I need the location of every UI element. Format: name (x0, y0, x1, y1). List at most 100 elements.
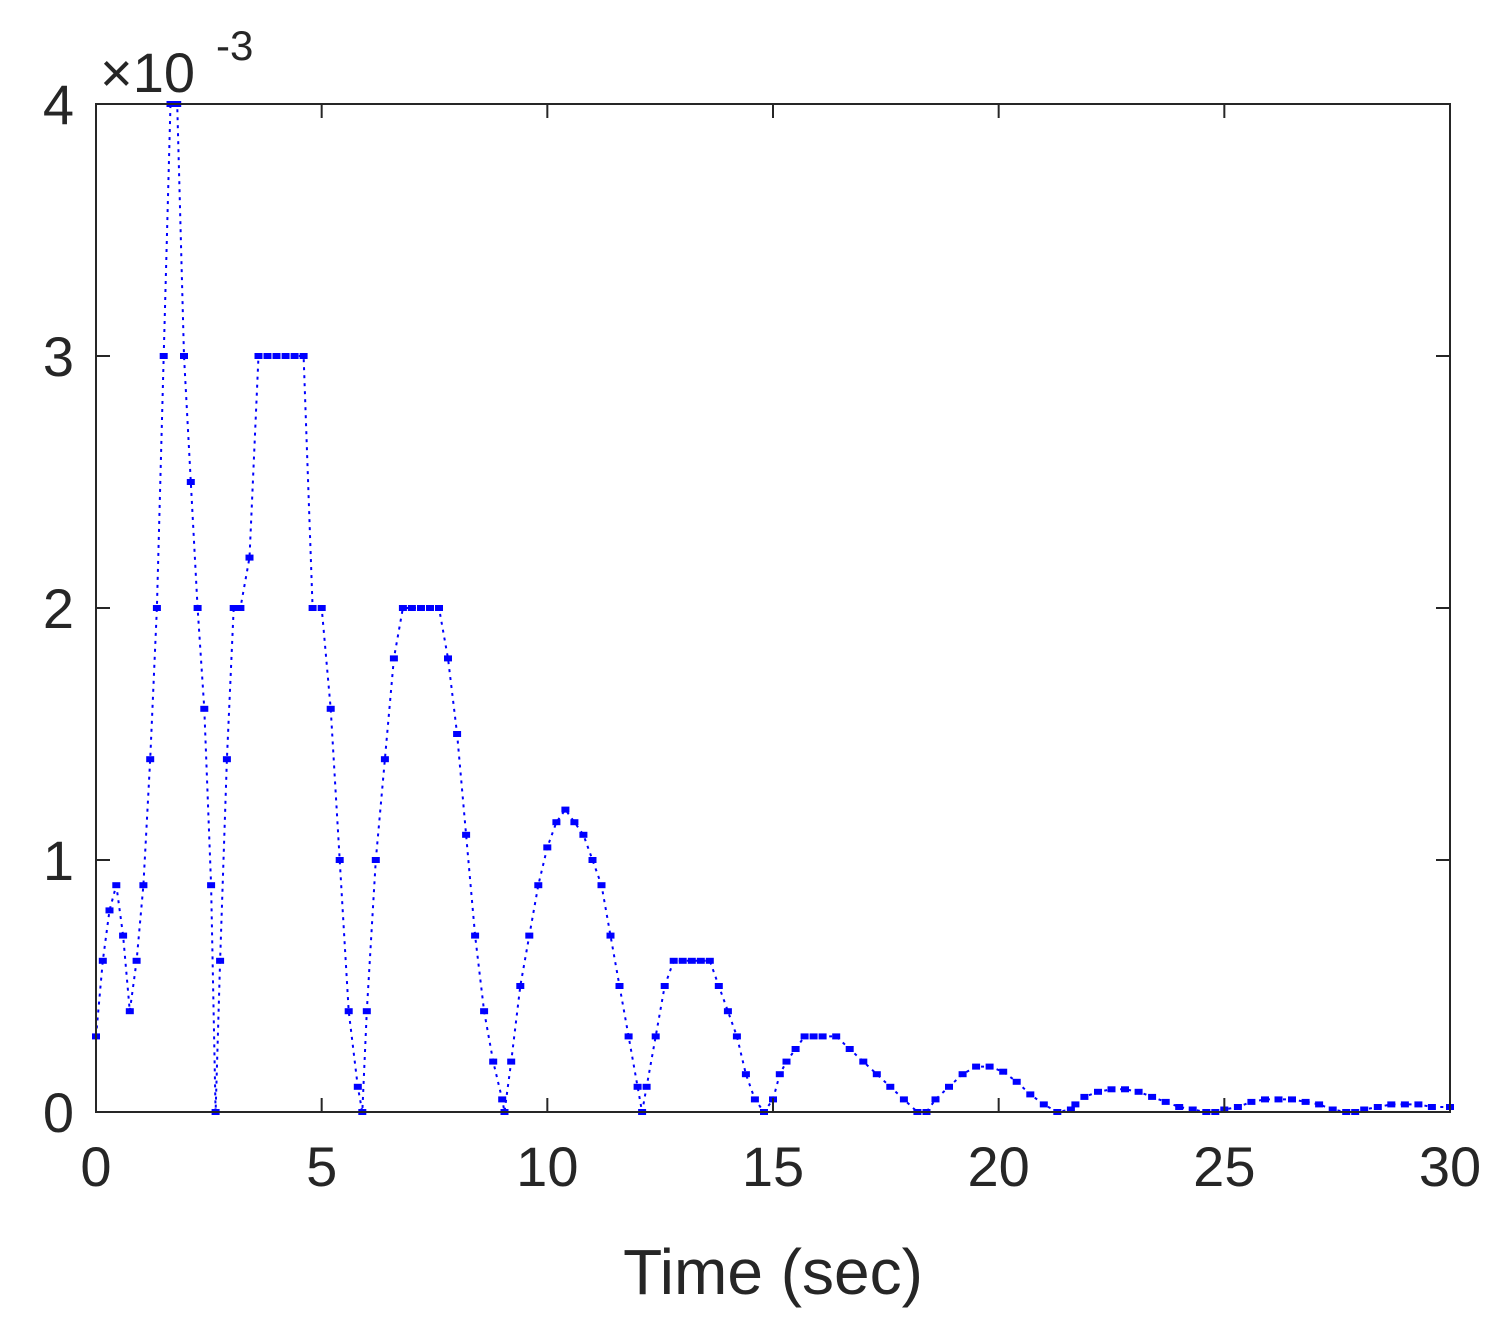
data-point (615, 983, 624, 989)
data-point (516, 983, 525, 989)
data-point (132, 957, 141, 964)
x-tick-label: 15 (742, 1135, 804, 1198)
data-point (1148, 1093, 1157, 1100)
data-point (498, 1096, 507, 1103)
data-point (139, 882, 148, 889)
data-point (1427, 1104, 1436, 1110)
data-point (859, 1058, 868, 1065)
data-point (1373, 1104, 1382, 1110)
data-point (669, 957, 678, 964)
data-point (1387, 1101, 1396, 1108)
data-point (1071, 1101, 1080, 1108)
data-point (534, 882, 543, 889)
data-point (417, 605, 425, 611)
data-point (326, 705, 335, 712)
data-point (696, 957, 705, 964)
data-point (1066, 1106, 1075, 1113)
data-point (732, 1033, 741, 1040)
data-point (216, 957, 225, 964)
data-point (543, 844, 552, 851)
data-point (1039, 1101, 1048, 1108)
exponent-base: ×10 (100, 41, 195, 104)
y-tick-label: 2 (43, 577, 74, 640)
data-point (1261, 1096, 1269, 1103)
data-point (651, 1033, 660, 1040)
data-point (112, 882, 121, 889)
data-point (1315, 1101, 1324, 1108)
data-point (999, 1068, 1008, 1075)
y-tick-label: 3 (43, 325, 74, 388)
data-point (588, 857, 597, 863)
data-point (380, 756, 389, 763)
data-point (886, 1083, 895, 1090)
data-point (125, 1008, 134, 1015)
data-point (1012, 1078, 1021, 1085)
data-point (453, 731, 462, 737)
data-point (1301, 1098, 1310, 1105)
data-point (597, 882, 606, 889)
data-point (525, 932, 534, 939)
data-point (272, 353, 281, 359)
data-point (1247, 1098, 1256, 1105)
data-point (1188, 1106, 1197, 1113)
exponent-label: ×10 -3 (100, 22, 253, 104)
y-tick-label: 4 (43, 73, 74, 136)
data-point (98, 957, 107, 964)
data-point (972, 1063, 981, 1070)
data-point (1134, 1088, 1143, 1095)
data-point (899, 1096, 908, 1103)
x-tick-label: 20 (968, 1135, 1030, 1198)
data-point (809, 1033, 818, 1040)
data-point (471, 932, 480, 939)
ticks-layer: 0 5 10 15 20 25 30 0 1 2 3 4 (43, 73, 1481, 1198)
data-point (299, 353, 308, 359)
data-point (186, 479, 195, 485)
data-point (426, 605, 434, 611)
data-point (281, 353, 290, 359)
data-point (362, 1008, 371, 1015)
data-point (180, 353, 188, 359)
data-point (119, 932, 128, 939)
data-point (818, 1033, 827, 1040)
data-point (579, 831, 588, 838)
data-point (146, 756, 155, 763)
y-tick-label: 1 (43, 829, 74, 892)
data-point (489, 1058, 498, 1065)
y-tick-label: 0 (43, 1081, 74, 1144)
data-point (353, 1083, 362, 1090)
data-point (263, 353, 272, 359)
data-point (570, 819, 579, 826)
data-point (254, 353, 263, 359)
x-axis-label: Time (sec) (623, 1236, 923, 1308)
data-point (750, 1096, 759, 1103)
data-point (308, 605, 317, 611)
data-point (200, 705, 209, 712)
data-point (633, 1083, 642, 1090)
x-tick-label: 25 (1193, 1135, 1255, 1198)
data-point (407, 605, 416, 611)
data-point (845, 1046, 854, 1052)
data-point (462, 831, 471, 838)
data-point (1288, 1096, 1296, 1103)
data-point (1233, 1104, 1242, 1110)
data-point (222, 756, 231, 763)
data-point (678, 957, 687, 964)
plot-frame (95, 103, 1451, 1113)
data-point (985, 1063, 994, 1070)
data-point (371, 857, 380, 863)
data-point (872, 1071, 881, 1078)
data-point (832, 1033, 841, 1040)
data-point (389, 655, 398, 662)
data-point (741, 1071, 750, 1078)
data-point (687, 957, 696, 964)
data-point (1360, 1106, 1369, 1113)
data-point (1121, 1086, 1129, 1093)
data-point (290, 353, 299, 359)
data-point (1080, 1093, 1089, 1100)
data-point (159, 353, 168, 359)
data-point (931, 1096, 940, 1103)
data-point (444, 655, 452, 662)
data-point (507, 1058, 516, 1065)
data-point (1328, 1106, 1337, 1113)
